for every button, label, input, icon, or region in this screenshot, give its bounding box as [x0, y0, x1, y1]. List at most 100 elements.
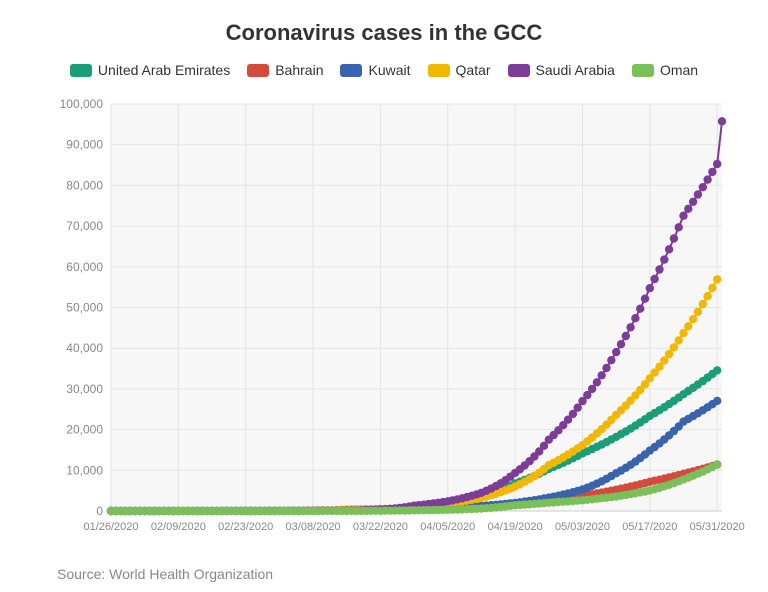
x-tick-label: 01/26/2020: [83, 521, 138, 533]
data-point-saudi-arabia: [602, 363, 611, 373]
data-point-saudi-arabia: [568, 409, 578, 419]
y-tick-label: 10,000: [66, 463, 103, 477]
data-point-saudi-arabia: [669, 234, 679, 243]
y-tick-label: 60,000: [66, 260, 103, 274]
data-point-saudi-arabia: [693, 190, 703, 199]
data-point-saudi-arabia: [621, 331, 630, 341]
legend-swatch: [247, 63, 270, 77]
data-point-saudi-arabia: [559, 421, 568, 430]
data-point-saudi-arabia: [655, 265, 664, 274]
chart-title: Coronavirus cases in the GCC: [225, 20, 543, 45]
data-point-qatar: [645, 374, 654, 383]
x-tick-label: 03/08/2020: [286, 521, 341, 533]
data-point-qatar: [664, 349, 674, 359]
legend-label: United Arab Emirates: [97, 62, 231, 78]
data-point-qatar: [655, 362, 664, 371]
data-point-kuwait: [713, 396, 722, 406]
data-point-saudi-arabia: [650, 274, 659, 284]
y-tick-label: 50,000: [66, 301, 103, 315]
y-tick-label: 100,000: [60, 97, 104, 111]
data-point-saudi-arabia: [640, 294, 650, 303]
data-point-qatar: [650, 368, 659, 377]
data-point-saudi-arabia: [597, 371, 606, 380]
data-point-united-arab-emirates: [713, 366, 722, 375]
data-point-qatar: [660, 356, 669, 365]
y-tick-label: 70,000: [66, 219, 103, 233]
legend-item-kuwait[interactable]: Kuwait: [340, 60, 411, 80]
data-point-saudi-arabia: [688, 197, 698, 206]
x-tick-label: 02/23/2020: [218, 521, 273, 533]
y-tick-label: 30,000: [66, 382, 103, 396]
data-point-qatar: [669, 343, 679, 352]
legend-label: Bahrain: [275, 62, 324, 78]
data-point-saudi-arabia: [539, 441, 549, 450]
legend-swatch: [427, 63, 450, 77]
legend-item-united-arab-emirates[interactable]: United Arab Emirates: [69, 60, 231, 80]
data-point-saudi-arabia: [679, 211, 688, 220]
data-point-saudi-arabia: [708, 167, 717, 177]
legend-label: Saudi Arabia: [535, 62, 615, 78]
data-point-qatar: [693, 307, 703, 316]
data-point-qatar: [674, 336, 683, 345]
data-point-qatar: [688, 315, 698, 324]
legend-swatch: [507, 63, 530, 77]
data-point-saudi-arabia: [713, 159, 722, 169]
legend-label: Qatar: [455, 62, 491, 78]
data-point-qatar: [679, 328, 688, 338]
data-point-saudi-arabia: [684, 204, 693, 213]
y-tick-label: 80,000: [66, 178, 103, 192]
legend: United Arab Emirates Bahrain Kuwait Qatar Sa…: [0, 60, 768, 80]
x-tick-label: 04/19/2020: [488, 521, 543, 533]
data-point-qatar: [698, 299, 707, 309]
data-point-saudi-arabia: [674, 223, 683, 232]
x-tick-label: 05/03/2020: [555, 521, 610, 533]
data-point-saudi-arabia: [664, 245, 674, 254]
data-point-saudi-arabia: [631, 314, 640, 323]
legend-item-saudi-arabia[interactable]: Saudi Arabia: [507, 60, 615, 80]
data-point-oman: [713, 460, 722, 469]
legend-label: Kuwait: [368, 62, 411, 78]
legend-swatch: [631, 63, 654, 77]
legend-item-qatar[interactable]: Qatar: [427, 60, 491, 80]
source-note: Source: World Health Organization: [57, 566, 274, 582]
data-point-saudi-arabia: [626, 323, 635, 332]
data-point-qatar: [713, 275, 722, 284]
x-tick-label: 05/17/2020: [622, 521, 677, 533]
y-tick-label: 90,000: [66, 138, 103, 152]
data-point-saudi-arabia: [535, 447, 544, 456]
data-point-qatar: [631, 391, 640, 400]
data-point-qatar: [708, 283, 717, 293]
y-tick-label: 20,000: [66, 423, 103, 437]
data-point-saudi-arabia: [583, 390, 592, 400]
data-point-saudi-arabia: [592, 378, 602, 387]
data-point-qatar: [703, 292, 712, 301]
data-point-saudi-arabia: [636, 304, 645, 313]
data-point-saudi-arabia: [616, 340, 626, 349]
data-point-saudi-arabia: [573, 403, 582, 412]
data-point-saudi-arabia: [587, 384, 597, 394]
legend-item-bahrain[interactable]: Bahrain: [247, 60, 323, 80]
data-point-qatar: [636, 385, 645, 395]
data-point-saudi-arabia: [660, 255, 669, 264]
data-point-saudi-arabia: [703, 175, 712, 184]
x-tick-label: 02/09/2020: [151, 521, 206, 533]
data-point-saudi-arabia: [607, 356, 616, 365]
x-tick-label: 04/05/2020: [420, 521, 475, 533]
data-point-saudi-arabia: [578, 396, 587, 406]
legend-swatch: [69, 63, 92, 77]
legend-label: Oman: [659, 62, 699, 78]
data-point-saudi-arabia: [717, 117, 727, 126]
legend-swatch: [340, 63, 363, 77]
data-point-saudi-arabia: [612, 347, 621, 357]
data-point-qatar: [684, 322, 693, 331]
data-point-saudi-arabia: [563, 415, 573, 424]
y-tick-label: 40,000: [66, 341, 103, 355]
data-point-qatar: [640, 380, 650, 389]
y-tick-label: 0: [96, 504, 103, 518]
data-point-saudi-arabia: [645, 284, 654, 293]
legend-item-oman[interactable]: Oman: [631, 60, 699, 80]
x-tick-label: 05/31/2020: [690, 521, 745, 533]
data-point-saudi-arabia: [698, 183, 707, 192]
x-tick-label: 03/22/2020: [353, 521, 408, 533]
